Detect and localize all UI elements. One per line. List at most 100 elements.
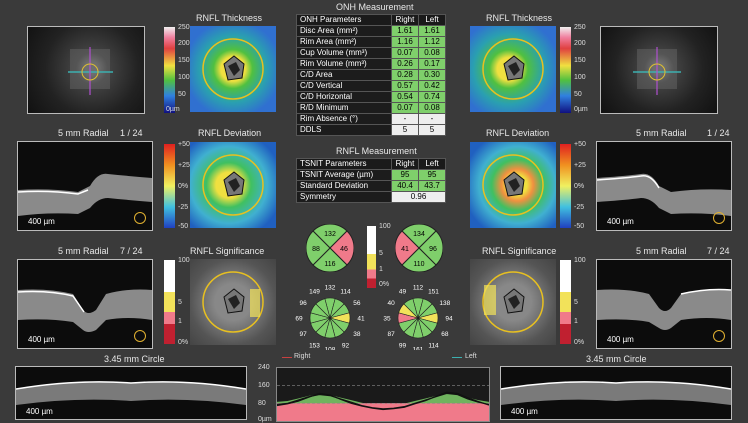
fundus-crosshair [68,47,113,95]
right-value: 0.07 [391,102,419,114]
right-value: 0.28 [391,69,419,81]
table-row: C/D Vertical 0.57 0.42 [296,80,446,92]
orientation-icon[interactable] [713,330,725,342]
clock-value: 38 [353,331,361,338]
radial1-title-right: 5 mm Radial [58,128,109,138]
scale-tick: 1 [574,318,578,325]
scalebar-400um: 400 µm [28,335,55,344]
scale-tick: +25 [178,162,190,169]
clock-value: 161 [413,347,424,351]
right-deviation-title: RNFL Deviation [198,128,262,138]
right-circle-bscan: 400 µm [15,366,247,420]
orientation-icon[interactable] [134,330,146,342]
table-row: Standard Deviation 40.4 43.7 [296,180,446,192]
clock-value: 112 [413,285,424,292]
significance-scale-bar-left [560,260,571,344]
radial1-index-right: 1 / 24 [120,128,143,138]
scale-tick: 100 [379,223,391,230]
quadrant-bottom: 116 [324,261,335,268]
header-cell: Right [391,14,419,26]
clock-value: 94 [445,316,453,323]
right-value: 0.26 [391,58,419,70]
quadrant-top: 132 [324,231,336,238]
left-circle-bscan: 400 µm [500,366,732,420]
legend-left-label: Left [465,353,477,360]
header-cell: Left [418,14,446,26]
left-thickness-title: RNFL Thickness [486,13,553,23]
y-tick: 240 [258,364,270,371]
clock-sector [403,298,419,320]
param-label: TSNIT Average (µm) [296,169,392,181]
param-label: DDLS [296,124,392,136]
scalebar-400um: 400 µm [511,407,538,416]
left-value: 0.08 [418,102,446,114]
right-fundus-image [27,26,145,114]
scale-tick: 150 [178,57,190,64]
abnormal-band-overlay [277,403,489,421]
series-line-left [277,391,489,411]
orientation-icon[interactable] [713,212,725,224]
scalebar-400um: 400 µm [607,217,634,226]
clock-sector [315,298,331,320]
left-significance-map [470,259,556,345]
clock-value: 114 [340,289,351,296]
onh-table: ONH Parameters Right Left Disc Area (mm²… [296,14,446,136]
scale-tick: 50 [574,91,582,98]
right-thickness-map [190,26,276,112]
left-value: 0.74 [418,91,446,103]
quadrant-right: 46 [340,246,348,253]
clock-value: 96 [300,300,308,307]
param-label: Cup Volume (mm³) [296,47,392,59]
left-value: 1.61 [418,25,446,37]
scale-tick: +50 [178,141,190,148]
clock-value: 56 [353,300,361,307]
scale-tick: 200 [574,40,586,47]
table-row: R/D Minimum 0.07 0.08 [296,102,446,114]
symmetry-value: 0.96 [391,191,446,203]
scale-tick: 0% [178,339,189,346]
right-radial-bscan-7: 400 µm [17,259,153,349]
radial2-title-left: 5 mm Radial [636,246,687,256]
clock-value: 69 [295,316,303,323]
legend-right-swatch [282,357,292,358]
param-label: Rim Volume (mm³) [296,58,392,70]
clock-value: 153 [309,342,320,349]
table-row: Rim Absence (°) - - [296,113,446,125]
scale-tick: 100 [574,74,586,81]
clock-value: 108 [325,347,336,351]
quadrant-right: 96 [429,246,437,253]
table-row: C/D Area 0.28 0.30 [296,69,446,81]
left-value: - [418,113,446,125]
left-significance-title: RNFL Significance [482,246,557,256]
right-quadrant-chart: 132 88 46 116 [306,224,354,272]
scale-tick: 100 [178,74,190,81]
clock-value: 138 [439,300,450,307]
deviation-scale-bar-right [164,144,175,228]
scale-tick: +25 [574,162,586,169]
clock-value: 132 [325,285,336,292]
scale-tick: +50 [574,141,586,148]
scale-tick: 1 [178,318,182,325]
param-label: Rim Area (mm²) [296,36,392,48]
radial1-index-left: 1 / 24 [707,128,730,138]
clock-value: 35 [383,316,391,323]
left-quadrant-chart: 134 41 96 110 [395,224,443,272]
scale-tick: 150 [574,57,586,64]
clock-value: 87 [388,331,396,338]
scale-tick: 100 [178,257,190,264]
scale-tick: 0µm [574,106,588,113]
table-header-row: TSNIT Parameters Right Left [296,158,446,170]
scale-tick: 0% [574,339,585,346]
orientation-icon[interactable] [134,212,146,224]
left-radial-bscan-1: 400 µm [596,141,732,231]
scale-tick: -50 [574,223,585,230]
legend-right-label: Right [294,353,311,360]
radial2-index-left: 7 / 24 [707,246,730,256]
scale-tick: -25 [178,204,189,211]
quadrant-bottom: 110 [413,261,424,268]
circle-title-left: 3.45 mm Circle [586,354,647,364]
left-radial-bscan-7: 400 µm [596,259,732,349]
param-label: C/D Vertical [296,80,392,92]
scale-tick: 0% [178,183,189,190]
